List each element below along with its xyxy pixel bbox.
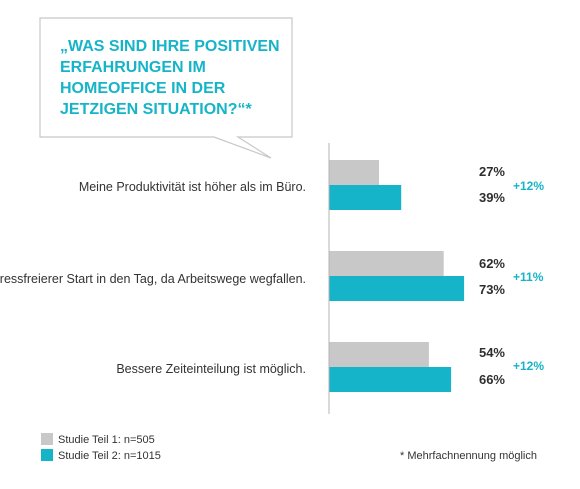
legend-label-series-1: Studie Teil 1: n=505 <box>58 434 155 446</box>
value-label-s2-c3: 66% <box>479 372 505 387</box>
bar-series-1-category-2 <box>329 251 444 276</box>
bar-series-2-category-3 <box>329 367 452 392</box>
legend-swatch-series-1 <box>41 433 53 445</box>
category-label-2: Stressfreierer Start in den Tag, da Arbe… <box>0 272 306 286</box>
footnote: * Mehrfachnennung möglich <box>400 450 537 462</box>
delta-label-3: +12% <box>513 359 544 373</box>
bar-series-2-category-1 <box>329 185 402 210</box>
delta-label-1: +12% <box>513 179 544 193</box>
bar-series-2-category-2 <box>329 276 465 301</box>
legend-swatch-series-2 <box>41 449 53 461</box>
value-label-s1-c3: 54% <box>479 345 505 360</box>
category-label-3: Bessere Zeiteinteilung ist möglich. <box>116 362 306 376</box>
title-line-3: HOMEOFFICE IN DER <box>60 80 226 97</box>
title-line-2: ERFAHRUNGEN IM <box>60 59 206 76</box>
speech-bubble <box>39 17 293 159</box>
legend-label-series-2: Studie Teil 2: n=1015 <box>58 450 161 462</box>
value-label-s1-c1: 27% <box>479 164 505 179</box>
title-line-1: „WAS SIND IHRE POSITIVEN <box>60 38 280 55</box>
title-line-4: JETZIGEN SITUATION?“* <box>60 101 252 118</box>
value-label-s1-c2: 62% <box>479 256 505 271</box>
value-label-s2-c2: 73% <box>479 282 505 297</box>
chart-title: „WAS SIND IHRE POSITIVEN ERFAHRUNGEN IM … <box>60 38 280 118</box>
bar-series-1-category-1 <box>329 160 379 185</box>
bar-series-1-category-3 <box>329 342 429 367</box>
value-label-s2-c1: 39% <box>479 190 505 205</box>
bars-group <box>329 160 465 392</box>
category-label-1: Meine Produktivität ist höher als im Bür… <box>79 180 306 194</box>
delta-label-2: +11% <box>513 270 544 284</box>
legend: Studie Teil 1: n=505 Studie Teil 2: n=10… <box>41 433 161 462</box>
